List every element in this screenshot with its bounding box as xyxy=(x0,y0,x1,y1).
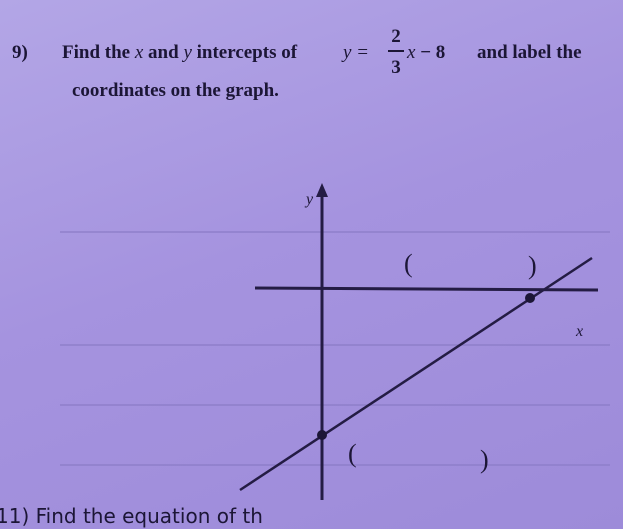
variable: x xyxy=(134,42,144,63)
text: and xyxy=(148,42,179,63)
x-axis-label: x xyxy=(575,323,583,340)
problem-text: coordinates on the graph. xyxy=(72,80,279,101)
problem-text: Find the x and y intercepts of xyxy=(62,42,297,64)
equation-lhs: y = xyxy=(343,42,370,63)
problem-number: 9) xyxy=(12,42,28,63)
variable: x xyxy=(407,42,416,63)
variable: y xyxy=(183,42,192,63)
fraction-numerator: 2 xyxy=(391,26,401,47)
label-paren: ( xyxy=(348,439,357,468)
fraction-denominator: 3 xyxy=(391,57,401,78)
label-paren: ) xyxy=(528,251,537,280)
label-paren: ) xyxy=(480,445,489,474)
equation-rhs: x − 8 xyxy=(407,42,445,64)
constant: − 8 xyxy=(415,42,446,63)
graph-line xyxy=(239,256,593,492)
problem-text: and label the xyxy=(477,42,582,63)
y-intercept-point xyxy=(317,430,327,440)
label-paren: ( xyxy=(404,249,413,278)
fraction-bar xyxy=(388,50,404,52)
y-axis-arrow xyxy=(316,183,328,197)
y-axis-label: y xyxy=(304,191,314,208)
x-intercept-point xyxy=(525,293,535,303)
x-axis xyxy=(254,286,599,292)
text: intercepts of xyxy=(196,42,298,63)
next-problem: 11) Find the equation of th xyxy=(0,504,263,528)
grid-lines xyxy=(60,231,610,466)
text: Find the xyxy=(62,42,131,63)
